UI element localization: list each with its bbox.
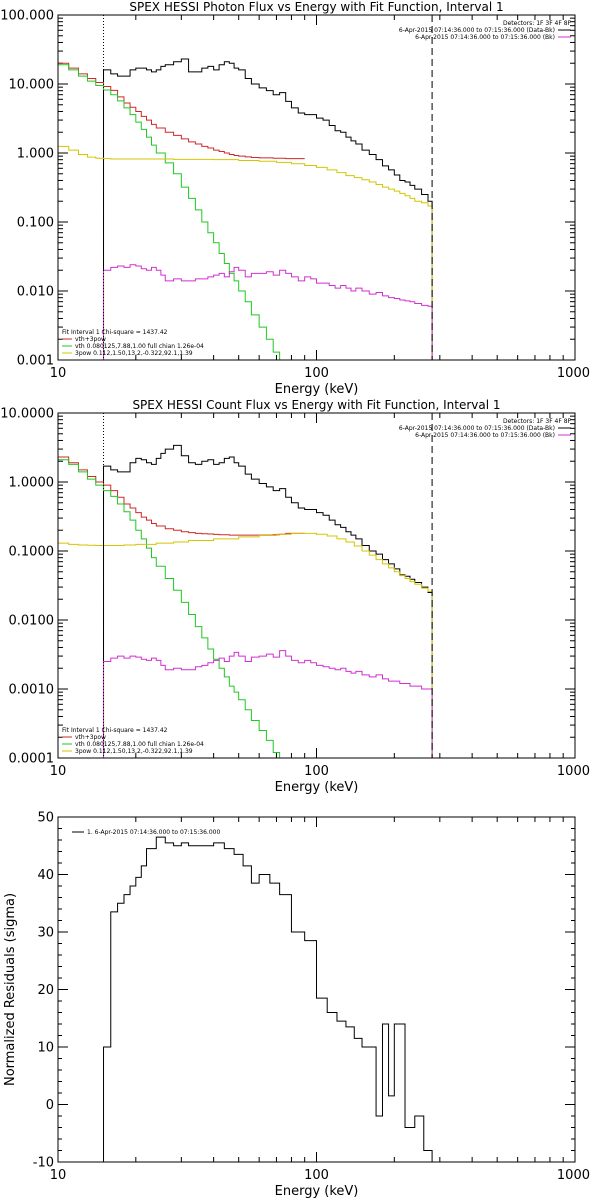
plot-frame — [57, 816, 576, 1163]
legend-top-entry: 6-Apr-2015 07:14:36.000 to 07:15:36.000 … — [399, 425, 555, 432]
y-tick-label: 0.0100 — [9, 614, 55, 629]
series-line-5 — [103, 650, 433, 758]
legend-bottom-entry: Fit Interval 1 Chi-square = 1437.42 — [62, 727, 168, 734]
x-tick-label: 1000 — [557, 366, 590, 381]
legend-entry: 1. 6-Apr-2015 07:14:36.000 to 07:15:36.0… — [87, 829, 220, 836]
chart-panel-1: SPEX HESSI Photon Flux vs Energy with Fi… — [0, 0, 590, 397]
legend-bottom-entry: vth 0.080125,7.88,1.00 full chian 1.26e-… — [75, 741, 204, 748]
y-tick-label: 10 — [37, 1041, 54, 1056]
x-tick-label: 10 — [50, 764, 67, 779]
y-tick-label: 50 — [37, 811, 54, 826]
legend-top-entry: Detectors: 1F 3F 4F 8F — [503, 20, 572, 27]
y-tick-label: 40 — [37, 868, 54, 883]
series-line-1 — [103, 444, 433, 758]
y-axis-title: Normalized Residuals (sigma) — [3, 893, 18, 1086]
series-line-4 — [58, 145, 433, 360]
plot-frame — [57, 14, 576, 361]
chart-title: SPEX HESSI Count Flux vs Energy with Fit… — [132, 398, 500, 412]
series-line-2 — [58, 62, 305, 160]
y-tick-label: 0 — [46, 1098, 54, 1113]
y-tick-label: 0.010 — [17, 285, 54, 300]
legend-bottom-entry: vth 0.080125,7.88,1.00 full chian 1.26e-… — [75, 343, 204, 350]
series-line-3 — [58, 64, 286, 360]
x-tick-label: 100 — [304, 1168, 329, 1183]
y-tick-label: 10.000 — [9, 78, 55, 93]
x-tick-label: 1000 — [557, 1168, 590, 1183]
y-tick-label: 0.0001 — [9, 752, 55, 767]
x-tick-label: 10 — [50, 366, 67, 381]
y-tick-label: 20 — [37, 983, 54, 998]
legend-top-entry: 6-Apr-2015 07:14:36.000 to 07:15:36.000 … — [415, 432, 555, 439]
legend-top-entry: 6-Apr-2015 07:14:36.000 to 07:15:36.000 … — [399, 27, 555, 34]
y-tick-label: 10.0000 — [0, 407, 54, 422]
y-tick-label: 0.0010 — [9, 683, 55, 698]
series-group — [103, 836, 433, 1162]
series-line-2 — [58, 456, 305, 536]
legend-bottom-entry: 3pow 0.112,1.50,13.2,-0.322,92.1,1.39 — [75, 748, 193, 755]
x-axis-title: Energy (keV) — [275, 780, 359, 795]
series-line-1 — [103, 58, 433, 360]
series-group — [58, 58, 433, 360]
series-line-4 — [58, 532, 433, 758]
y-tick-label: 30 — [37, 926, 54, 941]
legend-bottom-entry: vth+3pow — [75, 336, 106, 343]
x-tick-label: 1000 — [557, 764, 590, 779]
y-tick-label: 100.000 — [0, 9, 54, 24]
y-tick-label: 1.000 — [17, 147, 54, 162]
plot-frame — [57, 412, 576, 759]
legend-bottom-entry: Fit Interval 1 Chi-square = 1437.42 — [62, 329, 168, 336]
legend-bottom-entry: 3pow 0.112,1.50,13.2,-0.322,92.1,1.39 — [75, 350, 193, 357]
chart-title: SPEX HESSI Photon Flux vs Energy with Fi… — [129, 0, 503, 14]
x-tick-label: 10 — [50, 1168, 67, 1183]
series-line-1 — [103, 836, 433, 1162]
chart-panel-2: SPEX HESSI Count Flux vs Energy with Fit… — [0, 398, 590, 795]
series-line-5 — [103, 264, 433, 360]
legend-bottom-entry: vth+3pow — [75, 734, 106, 741]
x-axis-title: Energy (keV) — [275, 1184, 359, 1199]
x-axis-title: Energy (keV) — [275, 382, 359, 397]
x-tick-label: 100 — [304, 764, 329, 779]
series-line-3 — [58, 459, 286, 758]
y-tick-label: -10 — [33, 1156, 54, 1171]
x-tick-label: 100 — [304, 366, 329, 381]
chart-panel-3: 10 100 1000 -10 0 10 20 30 40 50 Energy (keV) Norma… — [3, 811, 590, 1200]
y-tick-label: 1.0000 — [9, 476, 55, 491]
legend-top-entry: Detectors: 1F 3F 4F 8F — [503, 418, 572, 425]
series-group — [58, 444, 433, 758]
legend-top-entry: 6-Apr-2015 07:14:36.000 to 07:15:36.000 … — [415, 34, 555, 41]
y-tick-label: 0.001 — [17, 354, 54, 369]
y-tick-label: 0.1000 — [9, 545, 55, 560]
y-tick-label: 0.100 — [17, 216, 54, 231]
